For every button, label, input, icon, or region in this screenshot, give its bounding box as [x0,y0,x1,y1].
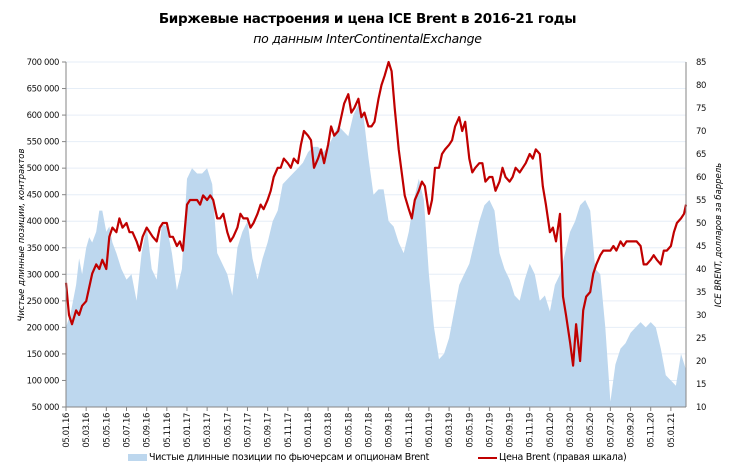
right-tick-label: 50 [696,219,706,229]
x-tick-label: 05.11.19 [526,413,536,448]
right-tick-label: 20 [696,357,706,367]
left-tick-label: 650 000 [27,85,59,95]
right-tick-label: 85 [696,58,706,68]
left-tick-label: 250 000 [27,297,59,307]
brent-price-line-layer [64,60,688,367]
right-tick-label: 80 [696,81,706,91]
x-tick-label: 05.11.16 [163,413,173,448]
right-tick-label: 45 [696,242,706,252]
legend-line-swatch [478,456,497,459]
right-tick-label: 35 [696,288,706,298]
legend-item-positions: Чистые длинные позиции по фьючерсам и оп… [128,452,429,463]
x-tick-label: 05.01.16 [62,413,72,448]
x-tick-label: 05.03.20 [566,413,576,448]
legend-positions-label: Чистые длинные позиции по фьючерсам и оп… [149,452,430,463]
left-tick-label: 450 000 [27,191,59,201]
x-tick-label: 05.11.20 [647,413,657,448]
x-tick-label: 05.03.18 [324,413,334,448]
left-tick-label: 500 000 [27,164,59,174]
x-tick-label: 05.11.17 [284,413,294,448]
left-tick-label: 700 000 [27,58,59,68]
x-tick-label: 05.03.16 [82,413,92,448]
x-tick-label: 05.03.17 [203,413,213,448]
x-tick-label: 05.07.16 [122,413,132,448]
x-tick-label: 05.03.19 [445,413,455,448]
x-tick-label: 05.07.17 [243,413,253,448]
right-tick-label: 75 [696,104,706,114]
x-axis-ticks: 05.01.16 05.03.16 05.05.16 05.07.16 05.09.16… [62,407,677,448]
x-tick-label: 05.01.17 [183,413,193,448]
chart-title: Биржевые настроения и цена ICE Brent в 2… [158,11,577,27]
x-tick-label: 05.09.18 [385,413,395,448]
right-tick-label: 10 [696,403,706,413]
legend-item-price: Цена Brent (правая шкала) [478,452,627,463]
axes [65,62,687,408]
x-tick-label: 05.05.19 [465,413,475,448]
x-tick-label: 05.05.18 [344,413,354,448]
x-tick-label: 05.07.19 [485,413,495,448]
right-axis-title: ICE BRENT, долларов за баррель [714,163,724,307]
legend-price-label: Цена Brent (правая шкала) [499,452,627,463]
legend-area-swatch [128,454,147,461]
legend: Чистые длинные позиции по фьючерсам и оп… [0,452,735,470]
right-tick-label: 55 [696,196,706,206]
left-tick-label: 600 000 [27,111,59,121]
x-tick-label: 05.09.16 [143,413,153,448]
left-tick-label: 200 000 [27,323,59,333]
chart-subtitle: по данным InterContinentalExchange [253,31,482,46]
right-tick-label: 65 [696,150,706,160]
left-tick-label: 100 000 [27,376,59,386]
x-tick-label: 05.07.20 [606,413,616,448]
right-tick-label: 30 [696,311,706,321]
positions-area [66,104,686,407]
x-tick-label: 05.01.18 [304,413,314,448]
positions-area-layer [66,104,686,407]
left-axis-title: Чистые длинные позиции, контрактов [17,149,27,322]
left-tick-label: 400 000 [27,217,59,227]
x-tick-label: 05.01.20 [546,413,556,448]
left-tick-label: 300 000 [27,270,59,280]
x-tick-label: 05.01.19 [425,413,435,448]
x-tick-label: 05.05.17 [223,413,233,448]
x-tick-label: 05.07.18 [364,413,374,448]
left-tick-label: 550 000 [27,138,59,148]
x-tick-label: 05.09.19 [506,413,516,448]
left-tick-label: 50 000 [32,403,59,413]
left-axis-ticks: 50 000 100 000 150 000 200 000 250 000 300 00… [27,58,66,413]
right-axis-ticks: 10 15 20 25 30 35 40 45 50 55 60 65 70 75 80 85 [696,58,706,413]
x-tick-label: 05.09.20 [627,413,637,448]
x-tick-label: 05.05.16 [102,413,112,448]
right-tick-label: 70 [696,127,706,137]
left-tick-label: 350 000 [27,244,59,254]
x-tick-label: 05.09.17 [264,413,274,448]
right-tick-label: 60 [696,173,706,183]
x-tick-label: 05.11.18 [405,413,415,448]
x-tick-label: 05.05.20 [586,413,596,448]
right-tick-label: 15 [696,380,706,390]
brent-price-line [64,60,688,367]
x-tick-label: 05.01.21 [667,413,677,448]
left-tick-label: 150 000 [27,350,59,360]
right-tick-label: 25 [696,334,706,344]
right-tick-label: 40 [696,265,706,275]
